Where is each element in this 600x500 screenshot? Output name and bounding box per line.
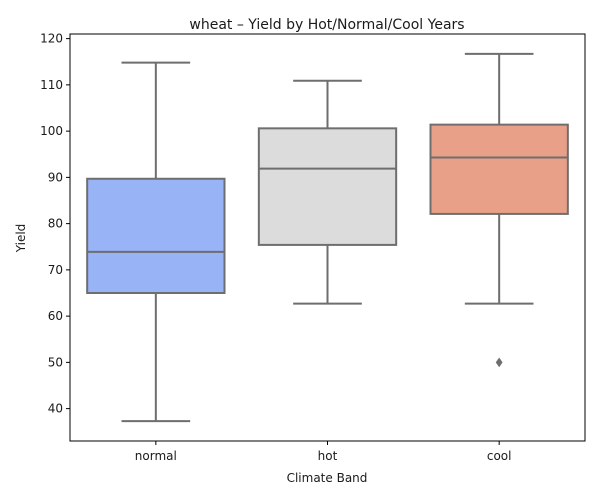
x-tick-label-normal: normal <box>135 449 177 463</box>
y-tick-label: 40 <box>48 402 63 416</box>
y-axis: 40 50 60 70 80 90 100 110 120 <box>40 32 70 416</box>
y-tick-label: 90 <box>48 170 63 184</box>
iqr-box <box>429 123 569 215</box>
y-axis-label: Yield <box>14 224 28 254</box>
y-tick-label: 110 <box>40 78 63 92</box>
iqr-box <box>86 177 226 294</box>
box-hot <box>257 79 398 305</box>
y-tick-label: 100 <box>40 124 63 138</box>
y-tick-label: 50 <box>48 355 63 369</box>
x-axis-label: Climate Band <box>287 471 368 485</box>
y-tick-label: 70 <box>48 263 63 277</box>
box-cool <box>429 52 569 368</box>
outlier-point <box>495 357 503 368</box>
chart-title: wheat – Yield by Hot/Normal/Cool Years <box>189 17 464 33</box>
y-tick-label: 80 <box>48 217 63 231</box>
x-tick-label-hot: hot <box>318 449 338 463</box>
plot-area <box>69 33 586 442</box>
x-tick-label-cool: cool <box>487 449 512 463</box>
iqr-box <box>257 127 398 246</box>
box-normal <box>86 61 226 423</box>
y-tick-label: 120 <box>40 32 63 46</box>
x-axis: normal hot cool <box>135 441 512 463</box>
y-tick-label: 60 <box>48 309 63 323</box>
